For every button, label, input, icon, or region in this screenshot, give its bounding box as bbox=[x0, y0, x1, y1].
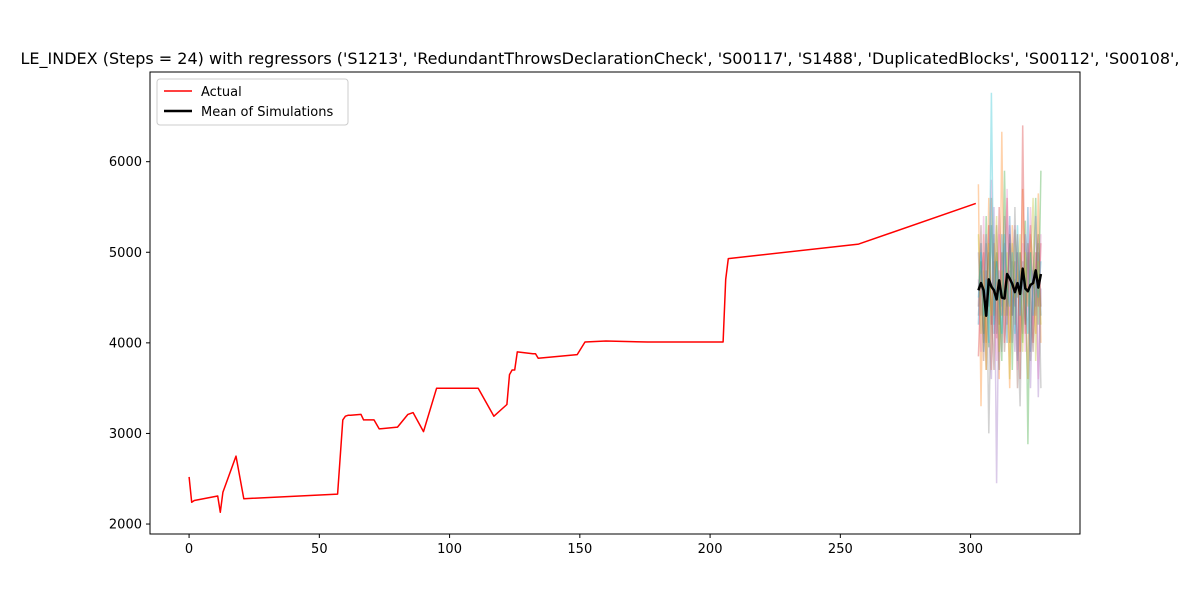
simulation-line bbox=[977, 131, 1042, 407]
actual-line bbox=[188, 202, 977, 514]
x-tick-label: 300 bbox=[958, 542, 983, 557]
legend-label-mean-of-simulations: Mean of Simulations bbox=[201, 105, 333, 120]
simulation-line bbox=[977, 197, 1042, 380]
x-tick-label: 100 bbox=[437, 542, 462, 557]
simulation-line bbox=[977, 179, 1042, 380]
chart-title: LE_INDEX (Steps = 24) with regressors ('… bbox=[21, 49, 1180, 69]
x-axis: 0 50 100 150 200 250 300 bbox=[185, 534, 983, 557]
plot-frame bbox=[149, 71, 1081, 535]
mean-of-simulations-line bbox=[977, 267, 1043, 317]
y-tick-label: 5000 bbox=[109, 246, 142, 261]
y-axis: 2000 3000 4000 5000 6000 bbox=[109, 155, 150, 533]
x-tick-label: 150 bbox=[567, 542, 592, 557]
simulation-line bbox=[977, 206, 1042, 484]
simulation-lines bbox=[977, 92, 1042, 484]
legend: Actual Mean of Simulations bbox=[156, 78, 349, 126]
legend-box bbox=[156, 78, 349, 126]
y-tick-label: 4000 bbox=[109, 336, 142, 351]
simulation-line bbox=[977, 206, 1042, 434]
legend-label-actual: Actual bbox=[201, 85, 242, 100]
simulation-line bbox=[977, 206, 1042, 371]
simulation-line bbox=[977, 92, 1042, 343]
series-lines bbox=[188, 202, 1043, 514]
simulation-line bbox=[977, 125, 1042, 380]
x-tick-label: 0 bbox=[185, 542, 193, 557]
y-tick-label: 6000 bbox=[109, 155, 142, 170]
y-tick-label: 3000 bbox=[109, 427, 142, 442]
x-tick-label: 200 bbox=[698, 542, 723, 557]
simulation-line bbox=[977, 170, 1042, 445]
y-tick-label: 2000 bbox=[109, 518, 142, 533]
x-tick-label: 250 bbox=[828, 542, 853, 557]
simulation-line bbox=[977, 225, 1042, 389]
x-tick-label: 50 bbox=[311, 542, 328, 557]
